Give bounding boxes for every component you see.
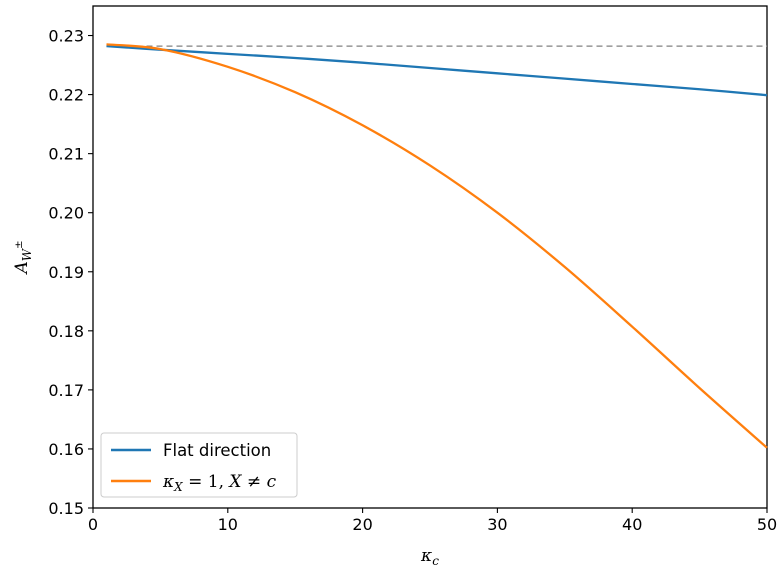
y-tick-label: 0.15 (48, 499, 84, 518)
legend-label-kappa-x: κX = 1, X ≠ c (162, 472, 277, 494)
x-tick-label: 0 (88, 515, 98, 534)
y-tick-label: 0.18 (48, 322, 84, 341)
y-axis-label-superscript: ± (14, 240, 25, 248)
y-axis-ticks: 0.15 0.16 0.17 0.18 0.19 0.20 0.21 0.22 0.23 (48, 27, 93, 518)
y-tick-label: 0.16 (48, 440, 84, 459)
x-tick-label: 40 (622, 515, 642, 534)
legend-equals-one: = 1, (183, 472, 230, 492)
y-axis-label-base: A (12, 261, 32, 275)
y-tick-label: 0.21 (48, 145, 84, 164)
x-tick-label: 50 (757, 515, 777, 534)
x-tick-label: 30 (487, 515, 507, 534)
y-tick-label: 0.23 (48, 27, 84, 46)
x-axis-label: κc (420, 546, 439, 567)
legend: Flat direction κX = 1, X ≠ c (100, 432, 298, 498)
plot-area (92, 5, 768, 509)
y-tick-label: 0.19 (48, 263, 84, 282)
y-axis-label: AW± (12, 240, 34, 275)
legend-c-variable: c (267, 472, 277, 492)
x-axis-ticks: 0 10 20 30 40 50 (88, 508, 777, 534)
legend-x-variable: X (227, 472, 242, 492)
x-tick-label: 10 (218, 515, 238, 534)
series-line-kappa-x (106, 43, 768, 449)
y-tick-label: 0.17 (48, 381, 84, 400)
y-axis-label-subscript: W (20, 247, 34, 261)
legend-label-flat-direction: Flat direction (163, 441, 271, 460)
y-tick-label: 0.22 (48, 86, 84, 105)
y-tick-label: 0.20 (48, 204, 84, 223)
x-tick-label: 20 (352, 515, 372, 534)
x-axis-label-subscript: c (432, 554, 439, 567)
x-axis-label-base: κ (420, 546, 432, 566)
series-line-flat-direction (106, 45, 768, 97)
series-lines (106, 43, 768, 449)
legend-not-equal: ≠ (242, 472, 267, 492)
legend-kappa: κ (162, 472, 174, 492)
legend-kappa-subscript: X (173, 480, 183, 494)
